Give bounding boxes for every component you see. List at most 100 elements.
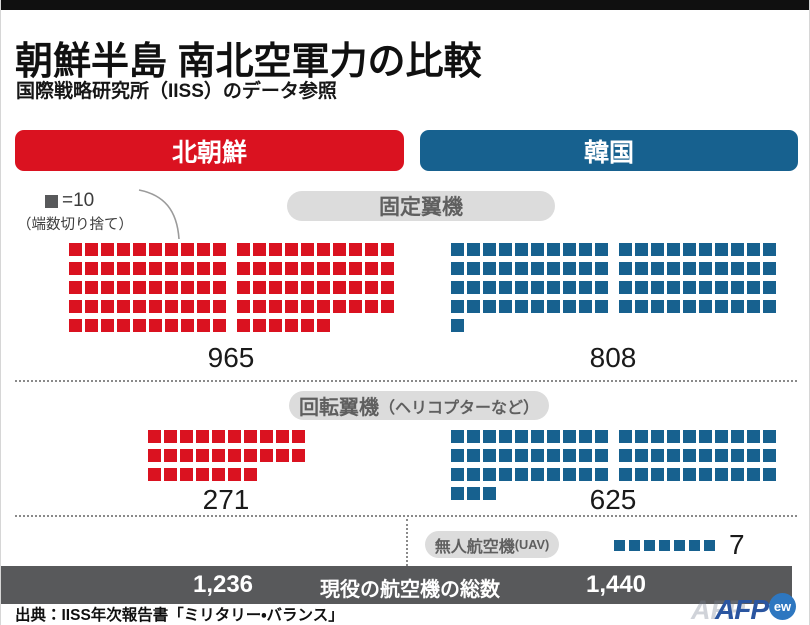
unit-square	[101, 262, 114, 275]
unit-square	[619, 430, 632, 443]
unit-square	[333, 300, 346, 313]
unit-square	[237, 319, 250, 332]
unit-square	[213, 319, 226, 332]
unit-square	[253, 281, 266, 294]
unit-square	[483, 487, 496, 500]
unit-square	[619, 300, 632, 313]
unit-square	[563, 300, 576, 313]
unit-square	[715, 430, 728, 443]
unit-square	[595, 281, 608, 294]
unit-square	[164, 468, 177, 481]
unit-square	[731, 468, 744, 481]
unit-square	[651, 281, 664, 294]
square-row	[69, 300, 397, 313]
unit-square	[181, 243, 194, 256]
square-row	[148, 449, 308, 462]
square-row	[69, 281, 397, 294]
unit-square	[683, 243, 696, 256]
unit-square	[467, 262, 480, 275]
unit-square	[237, 281, 250, 294]
unit-square	[213, 281, 226, 294]
unit-square	[317, 281, 330, 294]
south-rotary-wing-grid	[451, 430, 779, 506]
section-label-rotary-wing-subtext: （ヘリコプターなど）	[378, 399, 539, 417]
unit-square	[531, 243, 544, 256]
unit-square	[149, 281, 162, 294]
unit-square	[635, 281, 648, 294]
unit-square	[164, 430, 177, 443]
unit-square	[635, 468, 648, 481]
section-label-uav-text: 無人航空機	[434, 538, 515, 556]
unit-square	[619, 243, 632, 256]
unit-square	[651, 468, 664, 481]
unit-square	[260, 430, 273, 443]
unit-square	[731, 281, 744, 294]
square-row	[451, 262, 779, 275]
square-row	[451, 430, 779, 443]
unit-square	[213, 243, 226, 256]
unit-square	[483, 449, 496, 462]
unit-square	[269, 281, 282, 294]
north-rotary-wing-value: 271	[202, 484, 250, 515]
south-total-value: 1,440	[585, 571, 647, 598]
unit-square	[101, 281, 114, 294]
unit-square	[349, 281, 362, 294]
unit-square	[451, 281, 464, 294]
unit-square	[515, 281, 528, 294]
unit-square	[253, 262, 266, 275]
unit-square	[197, 281, 210, 294]
section-label-rotary-wing: 回転翼機 （ヘリコプターなど）	[289, 391, 549, 420]
unit-square	[763, 262, 776, 275]
unit-square	[483, 468, 496, 481]
unit-square	[117, 281, 130, 294]
unit-square	[499, 300, 512, 313]
section-label-uav: 無人航空機 (UAV)	[425, 531, 559, 558]
unit-square	[467, 430, 480, 443]
unit-square	[301, 243, 314, 256]
unit-square	[285, 262, 298, 275]
unit-square	[69, 300, 82, 313]
unit-square	[747, 449, 760, 462]
totals-bar: 1,236 現役の航空機の総数 1,440	[1, 566, 792, 604]
unit-square	[667, 300, 680, 313]
unit-square	[237, 243, 250, 256]
unit-square	[731, 430, 744, 443]
unit-square	[212, 430, 225, 443]
unit-square	[699, 430, 712, 443]
unit-square	[333, 243, 346, 256]
unit-square	[483, 243, 496, 256]
section-label-uav-subtext: (UAV)	[514, 537, 550, 552]
unit-square	[699, 449, 712, 462]
legend-square-icon	[45, 194, 58, 208]
unit-square	[196, 468, 209, 481]
section-label-fixed-wing: 固定翼機	[287, 191, 555, 221]
unit-square	[467, 487, 480, 500]
unit-square	[85, 319, 98, 332]
unit-square	[365, 281, 378, 294]
unit-square	[69, 319, 82, 332]
unit-square	[731, 243, 744, 256]
unit-square	[101, 300, 114, 313]
unit-square	[467, 243, 480, 256]
unit-square	[381, 281, 394, 294]
south-fixed-wing-grid	[451, 243, 779, 338]
unit-square	[165, 319, 178, 332]
unit-square	[683, 281, 696, 294]
unit-square	[165, 281, 178, 294]
square-row	[451, 243, 779, 256]
unit-square	[292, 430, 305, 443]
unit-square	[689, 540, 700, 551]
unit-square	[563, 430, 576, 443]
unit-square	[365, 300, 378, 313]
afp-logo-text: AFP	[715, 594, 769, 625]
unit-square	[763, 449, 776, 462]
unit-square	[683, 300, 696, 313]
unit-square	[451, 487, 464, 500]
unit-square	[149, 262, 162, 275]
square-row	[614, 540, 719, 551]
unit-square	[381, 262, 394, 275]
unit-square	[317, 300, 330, 313]
unit-square	[317, 243, 330, 256]
square-row	[451, 319, 779, 332]
